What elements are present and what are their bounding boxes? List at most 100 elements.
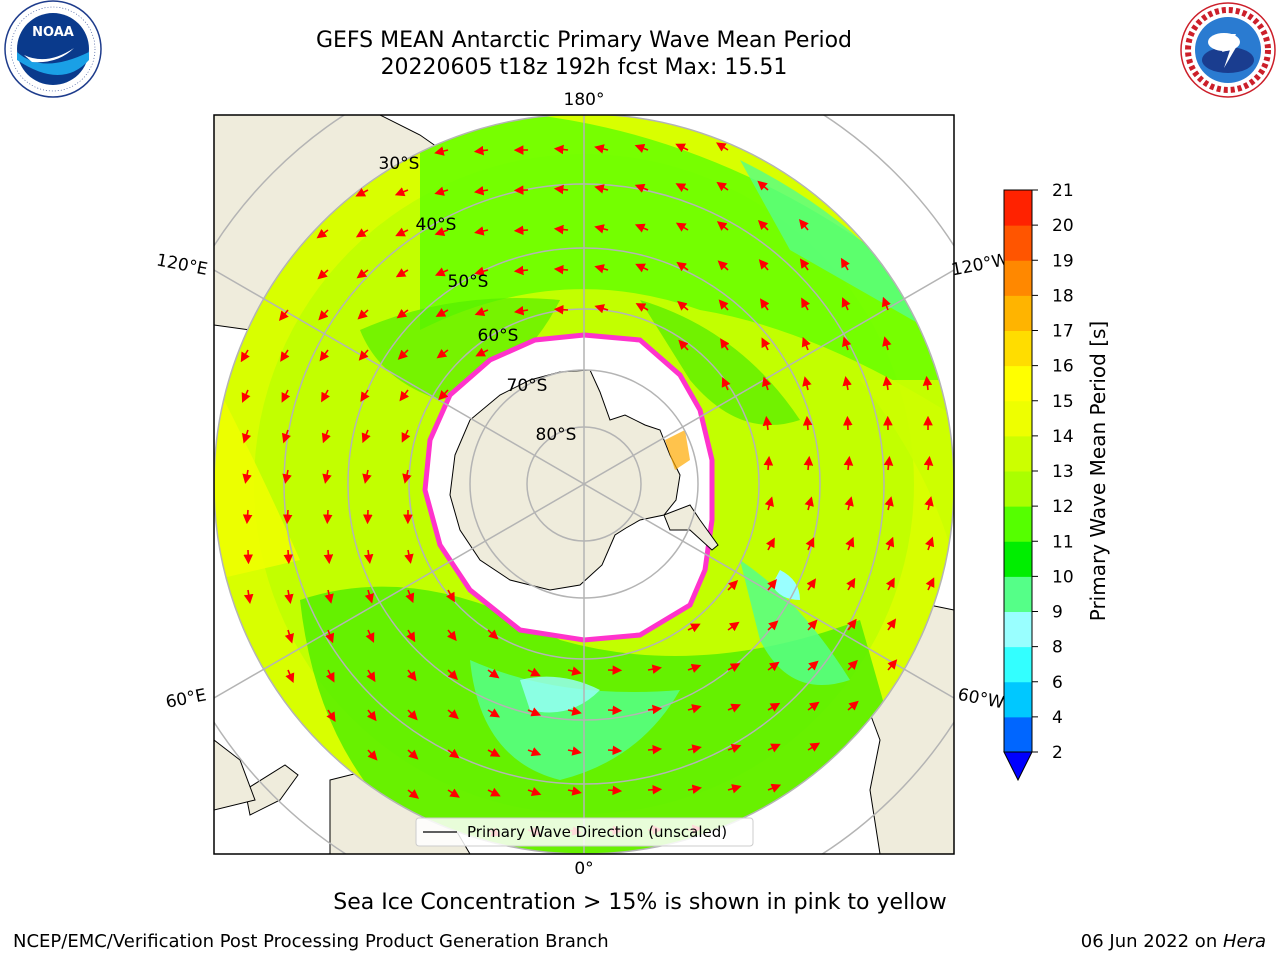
wave-arrow (285, 669, 295, 684)
wave-arrow (807, 742, 821, 752)
lat-label-30s: 30°S (379, 154, 420, 174)
wave-arrow (527, 747, 542, 757)
wave-arrow (367, 749, 378, 761)
wave-arrow (447, 629, 457, 642)
wave-arrow (766, 537, 775, 551)
wave-arrow (721, 377, 731, 391)
colorbar-tick-label: 20 (1052, 216, 1074, 236)
wave-arrow (594, 184, 609, 194)
wave-arrow (647, 744, 663, 755)
wave-arrow (801, 336, 811, 351)
wave-arrow (922, 375, 933, 391)
colorbar-tick-label: 9 (1052, 603, 1063, 623)
wave-arrow (677, 300, 689, 311)
wave-arrow (487, 668, 500, 679)
wave-arrow (594, 304, 609, 314)
wave-arrow (366, 669, 376, 683)
footer-date-text: 06 Jun 2022 on (1080, 931, 1223, 952)
wave-arrow (885, 577, 895, 591)
wave-arrow (474, 226, 489, 236)
wave-arrow (799, 258, 810, 271)
wave-arrow (607, 745, 623, 756)
wave-arrow (325, 669, 335, 683)
wave-arrow (845, 536, 855, 551)
wave-arrow (446, 589, 455, 603)
wave-arrow (761, 337, 771, 351)
wave-arrow (882, 336, 892, 351)
wave-arrow (325, 629, 335, 644)
wave-arrow (687, 663, 702, 673)
wave-arrow (847, 659, 858, 671)
wave-arrow (634, 223, 649, 233)
wave-arrow (798, 219, 809, 231)
wave-arrow (757, 180, 769, 191)
lon-label-120w: 120°W (950, 250, 1011, 281)
wave-arrow (318, 309, 329, 321)
lat-label-40s: 40°S (416, 215, 457, 235)
colorbar-segment (1004, 330, 1032, 367)
wave-arrow (675, 183, 689, 193)
colorbar-tick-label: 19 (1052, 251, 1074, 271)
wave-arrow (842, 336, 852, 351)
wave-arrow (801, 297, 810, 311)
wave-arrow (474, 266, 489, 276)
wave-arrow (243, 589, 254, 605)
wave-arrow (513, 265, 529, 276)
wave-arrow (767, 661, 780, 672)
wave-arrow (366, 709, 377, 722)
colorbar-tick-label: 21 (1052, 181, 1074, 201)
wave-arrow (727, 621, 740, 632)
wave-arrow (487, 629, 499, 640)
wave-arrow (553, 224, 569, 235)
wave-arrow (882, 375, 893, 391)
wave-arrow (678, 339, 689, 351)
wave-arrow (321, 389, 330, 403)
map-legend: Primary Wave Direction (unscaled) (415, 817, 754, 847)
wave-arrow (687, 784, 702, 794)
wave-arrow (407, 669, 417, 682)
wave-arrow (406, 629, 416, 643)
wave-arrow (527, 667, 541, 677)
wave-arrow (805, 537, 815, 551)
wave-arrow (567, 746, 582, 756)
wave-arrow (567, 666, 582, 676)
land-antarctic-peninsula (663, 504, 719, 551)
wave-arrow (716, 142, 729, 152)
wave-arrow (717, 260, 729, 271)
wave-arrow (241, 389, 251, 403)
wave-arrow (355, 187, 369, 197)
wave-arrow (925, 577, 935, 591)
lat-label-50s: 50°S (448, 272, 489, 292)
wave-arrow (487, 787, 501, 797)
colorbar: 2 4 6 8 9 10 11 12 13 14 15 16 17 18 19 20 21 (1003, 181, 1074, 782)
lon-label-120e: 120°E (155, 250, 210, 279)
wave-arrow (553, 304, 569, 315)
wave-arrow (282, 469, 292, 484)
colorbar-tick-label: 16 (1052, 357, 1074, 377)
wave-arrow (727, 784, 742, 794)
wave-arrow (322, 469, 332, 484)
footer-date: 06 Jun 2022 on Hera (1081, 931, 1266, 952)
wave-arrow (407, 789, 420, 799)
wave-arrow (846, 577, 856, 591)
wave-arrow (634, 183, 649, 193)
colorbar-segment (1004, 365, 1032, 402)
wave-arrow (767, 620, 779, 631)
wave-arrow (675, 143, 689, 153)
wave-arrow (396, 308, 409, 319)
wave-arrow (447, 788, 460, 798)
colorbar-tick-label: 4 (1052, 708, 1063, 728)
colorbar-segment (1004, 400, 1032, 437)
wave-arrow (284, 629, 294, 644)
wave-arrow (360, 389, 370, 402)
wave-arrow (363, 549, 374, 565)
wave-arrow (435, 308, 449, 317)
colorbar-tick-label: 18 (1052, 286, 1074, 306)
wave-arrow (767, 743, 781, 753)
map-area (214, 115, 954, 854)
wave-arrow (278, 309, 289, 321)
wave-arrow (567, 786, 582, 796)
wave-arrow (767, 702, 781, 712)
wave-arrow (323, 549, 334, 565)
